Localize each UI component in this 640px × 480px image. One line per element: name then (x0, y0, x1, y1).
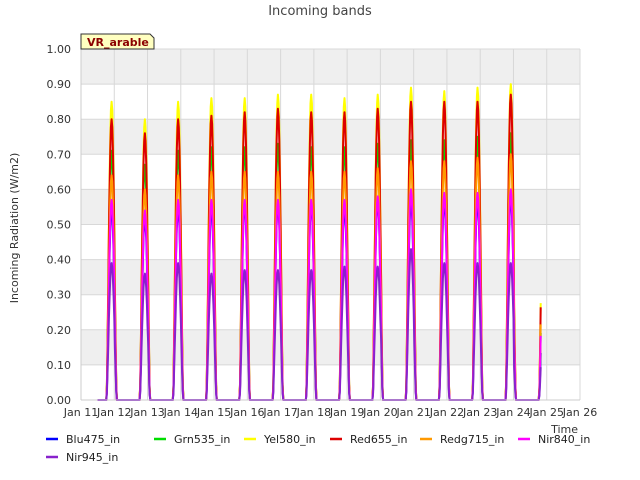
x-tick-label: Jan 12 (96, 406, 131, 419)
x-tick-label: Jan 15 (196, 406, 231, 419)
x-tick-label: Jan 23 (462, 406, 497, 419)
grid-band (81, 329, 580, 365)
legend-label: Nir840_in (538, 433, 590, 446)
x-tick-label: Jan 14 (163, 406, 198, 419)
x-tick-label: Jan 19 (329, 406, 364, 419)
grid-band (81, 259, 580, 295)
y-tick-labels: 0.00 0.10 0.20 0.30 0.40 0.50 0.60 0.70 0.80 0.90… (47, 43, 72, 407)
grid-band (81, 119, 580, 155)
x-tick-label: Jan 26 (562, 406, 597, 419)
x-tick-label: Jan 21 (395, 406, 430, 419)
x-axis-label: Time (550, 423, 578, 436)
x-tick-label: Jan 17 (262, 406, 297, 419)
grid-band (81, 189, 580, 225)
chart-title: Incoming bands (268, 4, 372, 19)
axes (80, 49, 580, 401)
site-badge-label: VR_arable (87, 36, 149, 49)
x-tick-label: Jan 13 (129, 406, 164, 419)
legend-label: Yel580_in (263, 433, 316, 446)
x-tick-label: Jan 16 (229, 406, 264, 419)
x-tick-label: Jan 18 (296, 406, 331, 419)
legend-label: Nir945_in (66, 451, 118, 464)
y-axis-label: Incoming Radiation (W/m2) (8, 153, 21, 304)
y-tick-label: 0.40 (47, 254, 72, 267)
y-tick-label: 1.00 (47, 43, 72, 56)
legend-label: Grn535_in (174, 433, 230, 446)
legend-label: Blu475_in (66, 433, 120, 446)
site-badge: VR_arable (80, 33, 155, 50)
y-tick-label: 0.70 (47, 148, 72, 161)
x-tick-label: Jan 11 (63, 406, 98, 419)
x-tick-label: Jan 24 (495, 406, 530, 419)
y-tick-label: 0.90 (47, 78, 72, 91)
y-tick-label: 0.50 (47, 219, 72, 232)
legend: Blu475_in Grn535_in Yel580_in Red655_in Redg… (46, 433, 590, 464)
y-tick-label: 0.30 (47, 289, 72, 302)
y-tick-label: 0.00 (47, 394, 72, 407)
legend-label: Red655_in (350, 433, 407, 446)
y-tick-label: 0.20 (47, 324, 72, 337)
x-tick-label: Jan 20 (362, 406, 397, 419)
y-tick-label: 0.80 (47, 113, 72, 126)
legend-label: Redg715_in (440, 433, 504, 446)
y-tick-label: 0.60 (47, 183, 72, 196)
y-tick-label: 0.10 (47, 359, 72, 372)
grid-band (81, 49, 580, 85)
x-tick-label: Jan 22 (429, 406, 464, 419)
x-tick-label: Jan 25 (529, 406, 564, 419)
